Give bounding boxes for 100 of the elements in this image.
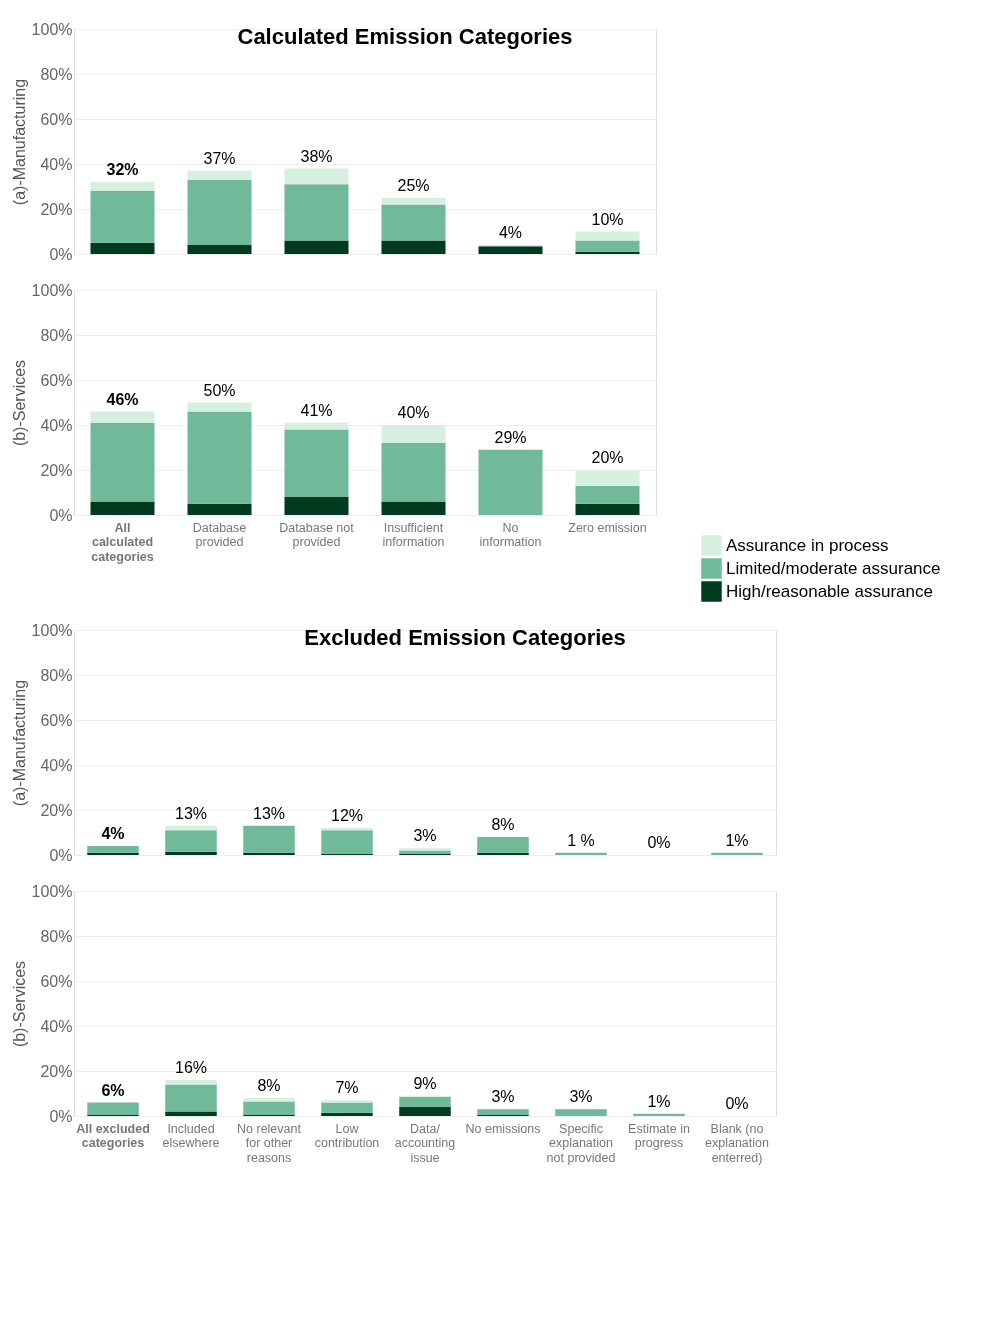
bar bbox=[165, 1084, 217, 1112]
bar bbox=[321, 830, 373, 854]
bar bbox=[90, 182, 155, 191]
chart-title: Calculated Emission Categories bbox=[237, 24, 573, 49]
total-label: 37% bbox=[203, 149, 236, 167]
bar bbox=[87, 852, 139, 855]
y-tick-label: 40% bbox=[40, 155, 73, 173]
x-tick-label: Data/ accounting issue bbox=[394, 1121, 456, 1165]
bar bbox=[243, 1098, 295, 1102]
legend-label: Assurance in process bbox=[726, 535, 889, 555]
bar bbox=[381, 197, 446, 205]
total-label: 40% bbox=[397, 404, 430, 421]
y-tick-label: 60% bbox=[40, 972, 73, 990]
x-tick-label: Zero emission bbox=[568, 520, 647, 535]
total-label: 32% bbox=[106, 161, 139, 178]
bar bbox=[187, 179, 252, 245]
bar bbox=[321, 1112, 373, 1116]
total-label: 38% bbox=[300, 147, 333, 165]
total-label: 6% bbox=[101, 1081, 125, 1099]
bar bbox=[477, 837, 529, 853]
bar bbox=[575, 485, 640, 504]
x-tick-label: All excluded categories bbox=[76, 1121, 150, 1150]
total-label: 1 % bbox=[567, 831, 595, 849]
total-label: 29% bbox=[494, 428, 527, 446]
total-label: 13% bbox=[174, 804, 208, 822]
y-axis-title: (b)-Services bbox=[10, 359, 28, 447]
chart-title: Excluded Emission Categories bbox=[304, 625, 626, 650]
y-tick-label: 100% bbox=[31, 621, 73, 639]
x-tick-label: Blank (no explanation enterred) bbox=[705, 1121, 770, 1165]
total-label: 8% bbox=[491, 816, 515, 833]
y-tick-label: 0% bbox=[49, 506, 73, 524]
bar bbox=[90, 501, 155, 515]
total-label: 12% bbox=[330, 807, 364, 824]
y-tick-label: 0% bbox=[49, 846, 73, 864]
bar bbox=[477, 1109, 529, 1115]
total-label: 8% bbox=[257, 1077, 281, 1094]
y-tick-label: 40% bbox=[40, 416, 73, 434]
bar bbox=[187, 503, 252, 515]
bar bbox=[165, 1080, 217, 1085]
y-tick-label: 40% bbox=[40, 1017, 73, 1035]
total-label: 9% bbox=[413, 1074, 437, 1092]
y-tick-label: 20% bbox=[40, 461, 73, 479]
total-label: 16% bbox=[174, 1059, 208, 1076]
x-tick-label: No information bbox=[479, 520, 542, 549]
total-label: 3% bbox=[569, 1088, 593, 1106]
bar bbox=[284, 240, 349, 254]
bar bbox=[575, 240, 640, 252]
bar bbox=[399, 1096, 451, 1107]
total-label: 10% bbox=[591, 210, 624, 228]
x-tick-label: Database not provided bbox=[279, 520, 355, 549]
total-label: 25% bbox=[397, 176, 430, 194]
y-tick-label: 80% bbox=[40, 65, 73, 83]
y-tick-label: 100% bbox=[31, 882, 73, 900]
y-axis-title: (b)-Services bbox=[10, 960, 28, 1048]
bar bbox=[87, 846, 139, 853]
bar bbox=[284, 497, 349, 515]
bar bbox=[477, 852, 529, 855]
bar bbox=[478, 449, 543, 515]
bar bbox=[575, 231, 640, 241]
y-tick-label: 60% bbox=[40, 371, 73, 389]
bar bbox=[284, 429, 349, 497]
y-tick-label: 0% bbox=[49, 245, 73, 263]
total-label: 0% bbox=[647, 834, 671, 851]
total-label: 0% bbox=[725, 1095, 749, 1112]
bar bbox=[90, 422, 155, 502]
total-label: 41% bbox=[300, 401, 333, 419]
bar bbox=[87, 1102, 139, 1115]
bar bbox=[381, 501, 446, 515]
total-label: 13% bbox=[252, 804, 286, 822]
bar bbox=[555, 1109, 607, 1116]
bar bbox=[243, 825, 295, 853]
y-tick-label: 80% bbox=[40, 927, 73, 945]
bar bbox=[187, 411, 252, 504]
bar bbox=[575, 503, 640, 515]
y-tick-label: 60% bbox=[40, 711, 73, 729]
total-label: 4% bbox=[101, 825, 125, 842]
bar bbox=[478, 246, 543, 254]
bar bbox=[284, 422, 349, 430]
bar bbox=[575, 470, 640, 486]
bar bbox=[187, 402, 252, 412]
x-tick-label: Database provided bbox=[192, 520, 247, 549]
bar bbox=[90, 411, 155, 423]
total-label: 1% bbox=[725, 831, 749, 849]
bar bbox=[165, 830, 217, 852]
x-tick-label: Insufficient information bbox=[382, 520, 445, 549]
total-label: 7% bbox=[335, 1079, 359, 1097]
bar bbox=[90, 191, 155, 243]
bar bbox=[381, 425, 446, 443]
y-tick-label: 80% bbox=[40, 326, 73, 344]
bar bbox=[187, 170, 252, 180]
x-tick-label: Included elsewhere bbox=[162, 1121, 220, 1150]
y-tick-label: 80% bbox=[40, 666, 73, 684]
y-tick-label: 0% bbox=[49, 1107, 73, 1125]
x-tick-label: Estimate in progress bbox=[628, 1121, 690, 1150]
bar bbox=[165, 851, 217, 855]
bar bbox=[381, 204, 446, 241]
y-tick-label: 20% bbox=[40, 200, 73, 218]
total-label: 50% bbox=[203, 381, 236, 399]
x-tick-label: No emissions bbox=[465, 1121, 541, 1136]
y-tick-label: 20% bbox=[40, 1062, 73, 1080]
